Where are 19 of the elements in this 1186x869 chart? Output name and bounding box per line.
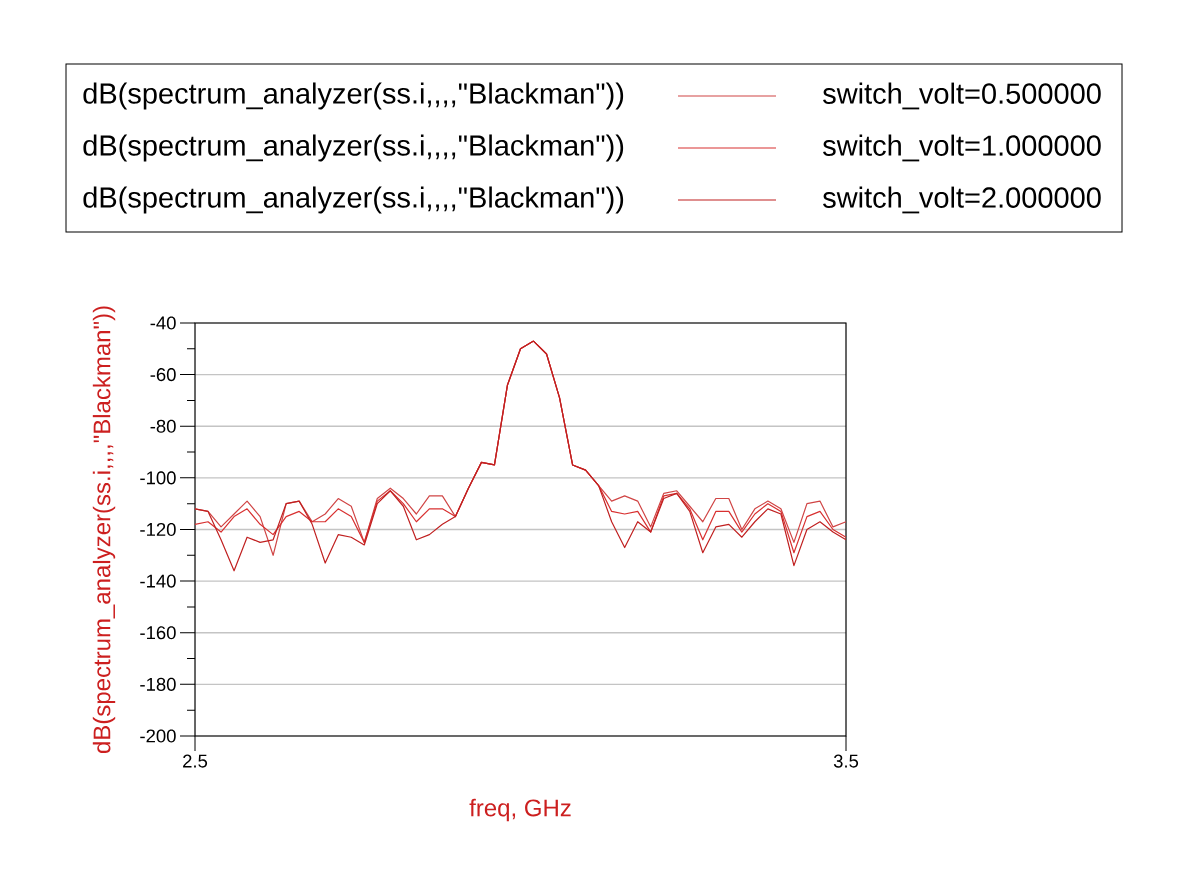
y-tick-label: -160 bbox=[140, 626, 176, 640]
y-tick-label: -120 bbox=[140, 522, 176, 537]
legend-label: switch_volt=2.000000 bbox=[823, 186, 1101, 214]
x-axis-title: freq, GHz bbox=[469, 798, 571, 822]
y-tick-label: -100 bbox=[140, 471, 176, 485]
y-tick-label: -60 bbox=[150, 368, 176, 382]
legend-label: switch_volt=0.500000 bbox=[823, 82, 1101, 110]
legend-label: switch_volt=1.000000 bbox=[823, 134, 1101, 162]
text: dB(spectrum_analyzer(ss.i,,,,"Blackman")) bbox=[83, 186, 624, 214]
x-tick-label: 2.5 bbox=[183, 754, 208, 768]
text: dB(spectrum_analyzer(ss.i,,,,"Blackman")) bbox=[83, 82, 624, 110]
y-tick-label: -200 bbox=[140, 729, 176, 743]
x-tick-label: 3.5 bbox=[833, 754, 859, 768]
y-axis-title: dB(spectrum_analyzer(ss.i,,,,"Blackman")) bbox=[92, 306, 116, 754]
y-tick-label: -140 bbox=[140, 574, 176, 588]
y-tick-label: -40 bbox=[150, 316, 176, 330]
text: dB(spectrum_analyzer(ss.i,,,,"Blackman")) bbox=[83, 134, 624, 162]
y-tick-label: -80 bbox=[150, 419, 176, 433]
y-tick-label: -180 bbox=[140, 677, 176, 691]
